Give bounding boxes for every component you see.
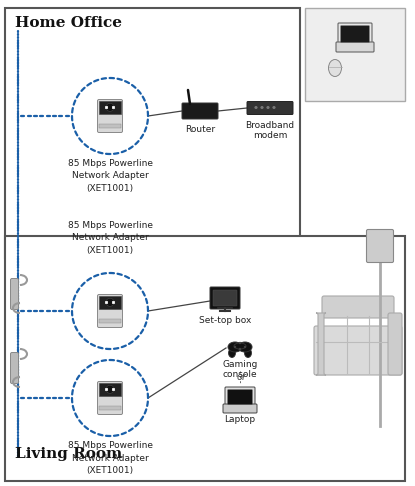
FancyBboxPatch shape: [225, 387, 255, 407]
Bar: [99, 383, 121, 396]
FancyBboxPatch shape: [10, 278, 19, 310]
FancyBboxPatch shape: [10, 352, 19, 383]
FancyBboxPatch shape: [366, 229, 393, 262]
Text: 85 Mbps Powerline
Network Adapter
(XET1001): 85 Mbps Powerline Network Adapter (XET10…: [68, 159, 152, 193]
Text: Living Room: Living Room: [15, 447, 122, 461]
FancyBboxPatch shape: [228, 390, 252, 404]
Circle shape: [261, 106, 263, 109]
FancyBboxPatch shape: [388, 313, 402, 375]
Bar: [99, 319, 121, 323]
Circle shape: [239, 342, 241, 344]
FancyBboxPatch shape: [210, 287, 240, 309]
Circle shape: [239, 348, 241, 350]
FancyBboxPatch shape: [341, 26, 369, 42]
Bar: [112, 300, 115, 304]
Circle shape: [106, 103, 114, 111]
FancyBboxPatch shape: [338, 23, 372, 45]
Text: Set-top box: Set-top box: [199, 316, 251, 325]
Text: Broadband
modem: Broadband modem: [245, 121, 295, 140]
Text: Home Office: Home Office: [15, 16, 122, 30]
FancyBboxPatch shape: [223, 404, 257, 413]
Circle shape: [234, 346, 236, 348]
Text: 85 Mbps Powerline
Network Adapter
(XET1001): 85 Mbps Powerline Network Adapter (XET10…: [68, 221, 152, 255]
FancyBboxPatch shape: [98, 100, 122, 133]
Ellipse shape: [234, 343, 246, 349]
Bar: [112, 387, 115, 391]
Ellipse shape: [329, 59, 342, 76]
Bar: [305, 8, 405, 101]
FancyBboxPatch shape: [247, 102, 293, 115]
Bar: [99, 296, 121, 309]
FancyBboxPatch shape: [336, 42, 374, 52]
Bar: [99, 124, 121, 128]
Circle shape: [106, 298, 114, 306]
Bar: [5, 236, 405, 481]
FancyBboxPatch shape: [213, 290, 237, 306]
Text: Gaming
console: Gaming console: [222, 360, 258, 380]
Ellipse shape: [228, 342, 242, 352]
Ellipse shape: [238, 342, 252, 352]
Text: or: or: [237, 372, 247, 382]
FancyBboxPatch shape: [314, 326, 402, 375]
Bar: [112, 105, 115, 109]
Ellipse shape: [229, 348, 235, 358]
Circle shape: [273, 106, 275, 109]
Circle shape: [255, 106, 257, 109]
Circle shape: [244, 346, 246, 348]
Text: Router: Router: [185, 125, 215, 134]
Bar: [105, 105, 107, 109]
FancyBboxPatch shape: [316, 313, 326, 375]
FancyBboxPatch shape: [322, 296, 394, 318]
FancyBboxPatch shape: [182, 103, 218, 119]
Bar: [105, 300, 107, 304]
Bar: [99, 406, 121, 410]
Text: Laptop: Laptop: [225, 415, 256, 424]
Bar: [105, 387, 107, 391]
Text: 85 Mbps Powerline
Network Adapter
(XET1001): 85 Mbps Powerline Network Adapter (XET10…: [68, 441, 152, 475]
Circle shape: [106, 385, 114, 393]
FancyBboxPatch shape: [98, 382, 122, 415]
Circle shape: [267, 106, 269, 109]
Bar: [99, 101, 121, 114]
Bar: [5, 8, 300, 258]
FancyBboxPatch shape: [98, 295, 122, 328]
Ellipse shape: [244, 348, 251, 358]
